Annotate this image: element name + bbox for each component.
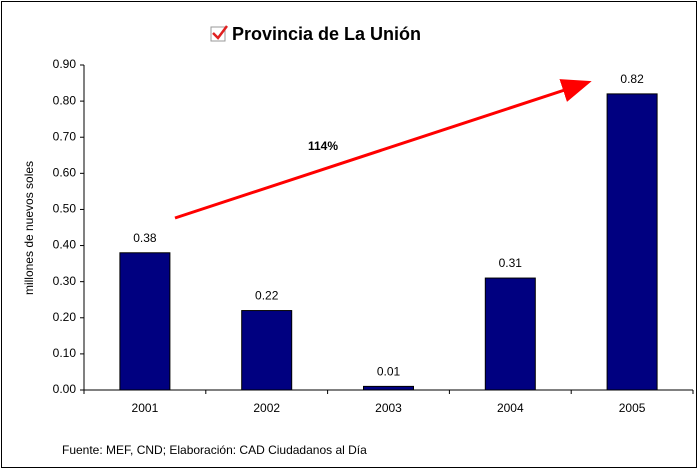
bar — [606, 93, 658, 391]
source-note: Fuente: MEF, CND; Elaboración: CAD Ciuda… — [62, 443, 367, 457]
y-tick-label: 0.70 — [53, 129, 77, 143]
value-label: 0.82 — [620, 72, 644, 86]
y-tick-label: 0.20 — [53, 310, 77, 324]
y-tick-label: 0.90 — [53, 57, 77, 71]
x-tick-label: 2002 — [253, 401, 280, 415]
x-tick-label: 2001 — [132, 401, 159, 415]
y-axis-label: millones de nuevos soles — [22, 161, 36, 295]
x-tick-label: 2005 — [619, 401, 646, 415]
bar — [119, 252, 171, 391]
y-tick-label: 0.60 — [53, 166, 77, 180]
annotation: 114% — [308, 139, 338, 153]
y-tick-label: 0.80 — [53, 93, 77, 107]
y-tick-label: 0.30 — [53, 274, 77, 288]
bar — [363, 385, 414, 391]
chart-title: Provincia de La Unión — [232, 24, 421, 44]
value-label: 0.01 — [377, 365, 401, 379]
x-tick-label: 2004 — [497, 401, 524, 415]
value-label: 0.31 — [499, 256, 523, 270]
y-tick-label: 0.00 — [53, 382, 77, 396]
y-tick-label: 0.40 — [53, 238, 77, 252]
bar — [484, 277, 536, 391]
trend-arrow — [174, 79, 592, 220]
title-check — [212, 25, 228, 40]
value-label: 0.38 — [133, 231, 157, 245]
title-icon — [210, 26, 226, 42]
value-label: 0.22 — [255, 289, 279, 303]
bar — [241, 310, 293, 391]
y-tick-label: 0.10 — [53, 346, 77, 360]
y-tick-label: 0.50 — [53, 202, 77, 216]
x-tick-label: 2003 — [375, 401, 402, 415]
